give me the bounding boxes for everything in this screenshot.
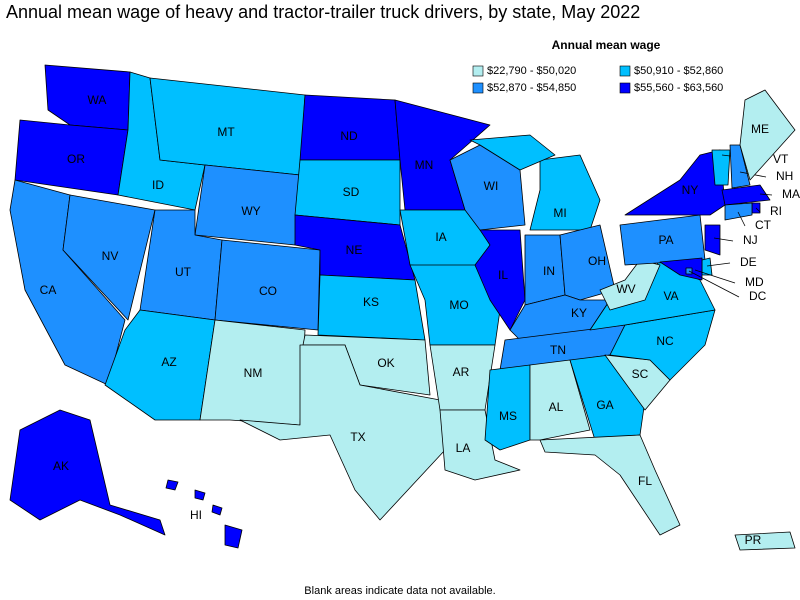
state-label: MD xyxy=(745,275,764,289)
state-label: UT xyxy=(175,265,192,279)
legend-label: $55,560 - $63,560 xyxy=(634,82,723,94)
map-title: Annual mean wage of heavy and tractor-tr… xyxy=(6,2,640,22)
state-shape xyxy=(739,89,796,181)
state-shape xyxy=(724,202,753,221)
state-label: HI xyxy=(190,508,202,522)
leader-line xyxy=(755,207,761,213)
state-label: CA xyxy=(40,283,57,297)
state-label: AL xyxy=(549,400,564,414)
state-label: MA xyxy=(782,187,800,201)
state-label: OR xyxy=(67,152,85,166)
state-shape xyxy=(62,194,156,321)
state-label: MT xyxy=(217,125,235,139)
state-label: MO xyxy=(449,298,468,312)
state-label: AR xyxy=(453,365,470,379)
state-label: WV xyxy=(616,282,635,296)
legend-swatch xyxy=(619,65,631,77)
state-shape xyxy=(599,259,661,311)
state-shape xyxy=(734,531,796,551)
state-shape xyxy=(704,224,721,256)
state-label: NM xyxy=(244,366,263,380)
state-shape xyxy=(165,479,179,491)
state-shape xyxy=(659,257,703,281)
state-label: MI xyxy=(553,206,566,220)
state-label: VA xyxy=(663,289,678,303)
state-label: WI xyxy=(484,179,499,193)
state-label: LA xyxy=(456,441,471,455)
state-label: RI xyxy=(770,204,782,218)
state-label: DE xyxy=(740,255,757,269)
legend-swatch xyxy=(472,82,484,94)
state-label: DC xyxy=(749,289,767,303)
state-label: WA xyxy=(88,93,107,107)
leader-line xyxy=(713,237,734,242)
state-shape xyxy=(729,144,751,189)
state-label: TX xyxy=(350,430,365,444)
state-label: NH xyxy=(776,169,793,183)
state-label: NC xyxy=(656,334,674,348)
legend-label: $22,790 - $50,020 xyxy=(487,65,576,77)
legend-label: $50,910 - $52,860 xyxy=(634,65,723,77)
state-label: IN xyxy=(543,264,555,278)
state-label: AZ xyxy=(161,355,176,369)
state-label: IA xyxy=(435,230,446,244)
state-shape xyxy=(194,489,206,501)
state-label: SC xyxy=(632,367,649,381)
state-shape xyxy=(484,364,531,451)
state-shape xyxy=(9,409,166,536)
state-label: GA xyxy=(596,398,613,412)
state-label: OH xyxy=(588,254,606,268)
state-label: FL xyxy=(638,474,652,488)
state-label: NV xyxy=(102,249,119,263)
legend-title: Annual mean wage xyxy=(552,38,661,52)
state-label: CO xyxy=(259,284,277,298)
state-shape xyxy=(239,344,446,521)
state-label: AK xyxy=(53,459,69,473)
legend-swatch xyxy=(472,65,484,77)
state-shape xyxy=(439,409,521,481)
legend-swatch xyxy=(619,82,631,94)
state-shape xyxy=(474,229,526,331)
leader-line xyxy=(706,262,731,267)
state-label: KS xyxy=(363,295,379,309)
state-label: ID xyxy=(152,178,164,192)
state-label: SD xyxy=(343,185,360,199)
state-shape xyxy=(299,94,401,161)
state-label: NY xyxy=(682,183,699,197)
footnote: Blank areas indicate data not available. xyxy=(304,585,495,597)
state-label: MS xyxy=(499,409,517,423)
state-label: MN xyxy=(415,158,434,172)
leader-line xyxy=(737,211,746,227)
state-label: NJ xyxy=(743,233,758,247)
leader-line xyxy=(759,193,773,196)
state-label: ND xyxy=(340,129,358,143)
state-label: KY xyxy=(571,306,587,320)
state-label: ME xyxy=(751,122,769,136)
leader-line xyxy=(688,270,740,298)
state-label: PR xyxy=(745,533,762,547)
state-label: PA xyxy=(658,233,673,247)
state-label: VT xyxy=(773,152,789,166)
state-label: WY xyxy=(241,204,260,218)
state-shape xyxy=(469,134,556,171)
state-shape xyxy=(559,224,616,301)
state-label: IL xyxy=(498,268,508,282)
state-shape xyxy=(224,524,243,549)
state-shape xyxy=(721,184,771,206)
state-label: OK xyxy=(377,356,394,370)
state-label: NE xyxy=(346,243,363,257)
state-shape xyxy=(711,149,731,186)
legend-label: $52,870 - $54,850 xyxy=(487,82,576,94)
state-shape xyxy=(211,504,223,516)
leader-line xyxy=(694,269,736,284)
state-shape xyxy=(529,359,591,441)
state-label: CT xyxy=(755,218,772,232)
state-shape xyxy=(539,434,681,536)
state-label: TN xyxy=(550,343,566,357)
